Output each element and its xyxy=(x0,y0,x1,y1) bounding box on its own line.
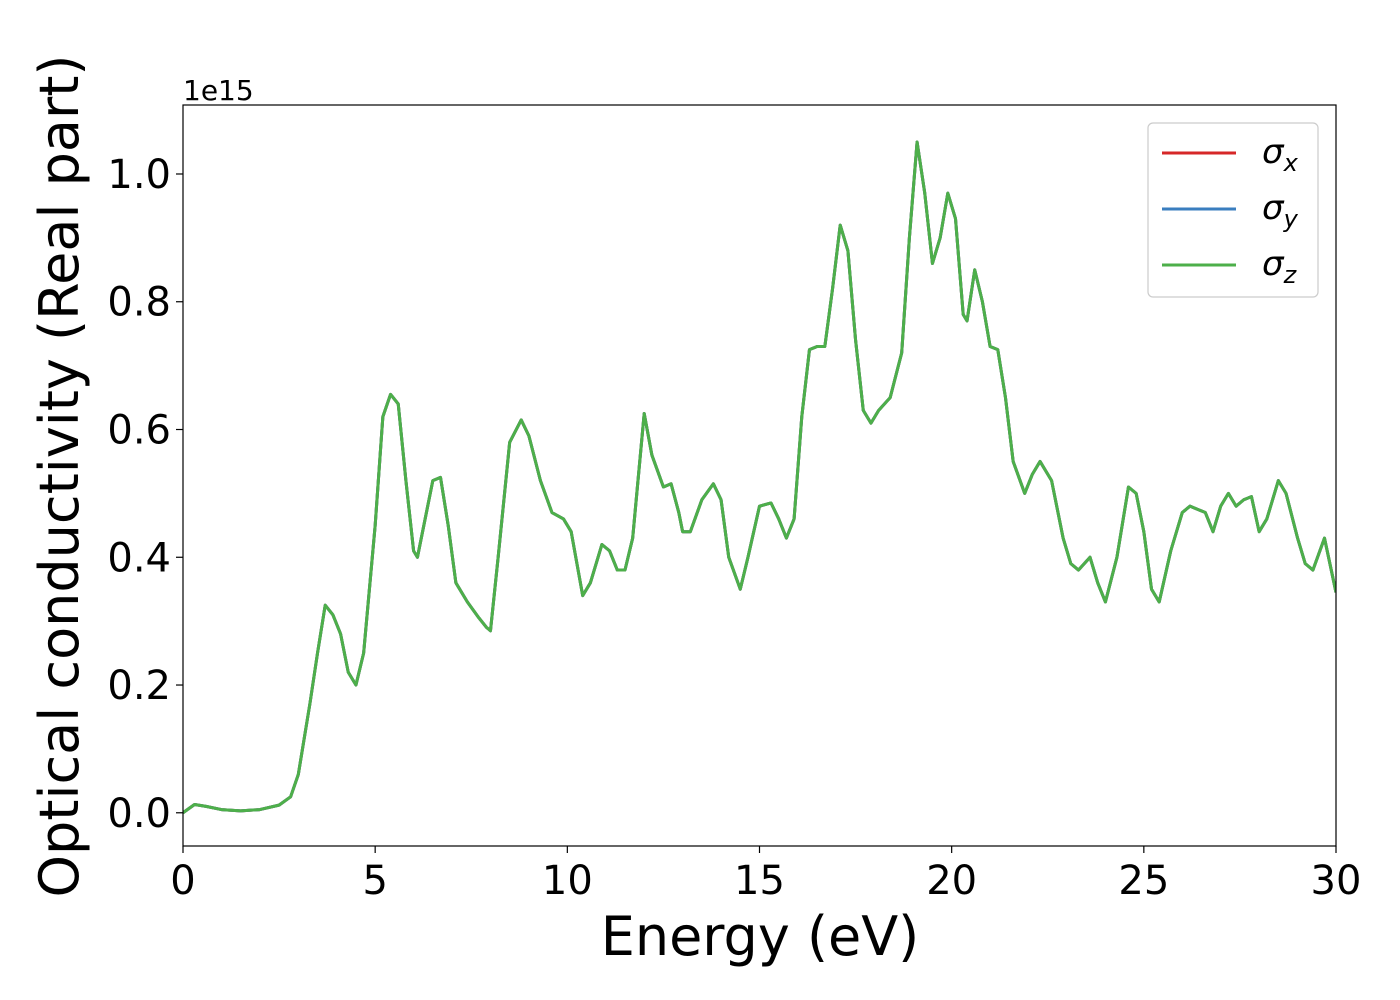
y-tick-label: 0.4 xyxy=(107,535,171,581)
legend-label: σy xyxy=(1262,188,1299,233)
x-tick-label: 5 xyxy=(362,858,387,904)
y-tick-label: 1.0 xyxy=(107,152,171,198)
x-tick-label: 10 xyxy=(542,858,593,904)
legend-label: σx xyxy=(1262,132,1299,177)
y-tick-label: 0.6 xyxy=(107,408,171,454)
x-axis-label: Energy (eV) xyxy=(601,905,920,968)
y-tick-label: 0.0 xyxy=(107,791,171,837)
x-tick-label: 30 xyxy=(1311,858,1362,904)
y-axis-label: Optical conductivity (Real part) xyxy=(28,55,91,898)
legend-label: σz xyxy=(1262,244,1298,289)
x-tick-label: 20 xyxy=(926,858,977,904)
y-tick-label: 0.2 xyxy=(107,663,171,709)
x-tick-label: 15 xyxy=(734,858,785,904)
x-tick-label: 0 xyxy=(170,858,195,904)
data-line xyxy=(183,140,1336,814)
x-tick-label: 25 xyxy=(1118,858,1169,904)
y-tick-label: 0.8 xyxy=(107,280,171,326)
plot-frame xyxy=(182,104,1337,847)
offset-label: 1e15 xyxy=(183,74,254,107)
